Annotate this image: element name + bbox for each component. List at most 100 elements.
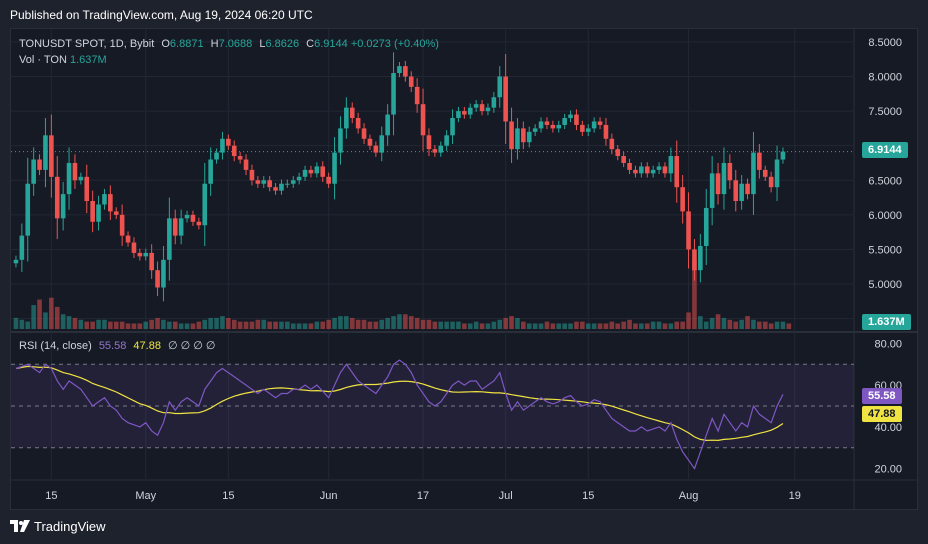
price-tick-label: 5.5000 bbox=[868, 244, 902, 256]
volume-bar bbox=[37, 299, 42, 329]
volume-bar bbox=[780, 321, 786, 329]
chart-canvas[interactable]: 8.50008.00007.50007.00006.50006.00005.50… bbox=[11, 29, 917, 509]
volume-bar bbox=[31, 305, 36, 329]
candle-body bbox=[167, 218, 172, 260]
volume-bar bbox=[143, 321, 149, 329]
candle-body bbox=[202, 183, 208, 226]
volume-bar bbox=[249, 321, 255, 329]
candle-body bbox=[780, 151, 786, 160]
change-value: +0.0273 (+0.40%) bbox=[350, 38, 439, 50]
candle-body bbox=[768, 176, 774, 188]
volume-bar bbox=[680, 321, 685, 329]
candle-body bbox=[491, 97, 497, 108]
volume-legend: Vol · TON 1.637M bbox=[19, 52, 107, 68]
volume-badge: 1.637M bbox=[862, 314, 911, 330]
rsi-pane[interactable] bbox=[11, 359, 854, 470]
volume-bar bbox=[119, 321, 125, 329]
candlesticks[interactable] bbox=[13, 52, 786, 302]
candle-body bbox=[585, 128, 591, 132]
candle-body bbox=[161, 259, 166, 288]
volume-bar bbox=[49, 297, 54, 329]
symbol-legend: TONUSDT SPOT, 1D, Bybit O6.8871 H7.0688 … bbox=[19, 36, 439, 52]
volume-bar bbox=[361, 319, 367, 329]
volume-bar bbox=[338, 316, 343, 329]
candle-body bbox=[379, 135, 385, 153]
candle-body bbox=[249, 169, 255, 181]
candle-body bbox=[261, 180, 267, 184]
candle-body bbox=[751, 152, 756, 195]
volume-bar bbox=[385, 317, 390, 329]
close-value: 6.9144 bbox=[314, 38, 348, 50]
candle-body bbox=[102, 194, 107, 205]
volume-bar bbox=[585, 323, 591, 329]
candle-body bbox=[762, 169, 768, 177]
candle-body bbox=[444, 135, 449, 146]
volume-bar bbox=[698, 316, 703, 329]
time-tick-label: Aug bbox=[679, 490, 699, 502]
time-tick-label: 19 bbox=[789, 490, 801, 502]
candle-body bbox=[231, 145, 237, 157]
volume-bar bbox=[137, 323, 143, 329]
volume-bar bbox=[397, 314, 402, 329]
volume-bar bbox=[462, 323, 467, 329]
candle-body bbox=[408, 76, 414, 87]
volume-bar bbox=[574, 321, 579, 329]
volume-bar bbox=[786, 323, 792, 329]
candle-body bbox=[591, 121, 597, 129]
candle-body bbox=[467, 107, 473, 115]
rsi-line bbox=[15, 359, 784, 470]
volume-bars bbox=[13, 259, 792, 329]
footer-brand[interactable]: TradingView bbox=[10, 516, 106, 536]
candle-body bbox=[19, 235, 25, 260]
candle-body bbox=[426, 135, 432, 150]
candle-body bbox=[639, 166, 644, 174]
candle-body bbox=[338, 128, 343, 153]
volume-bar bbox=[703, 321, 709, 329]
rsi-na-values: ∅ ∅ ∅ ∅ bbox=[168, 340, 216, 352]
volume-bar bbox=[450, 321, 455, 329]
candle-body bbox=[355, 118, 361, 129]
candle-body bbox=[220, 138, 225, 153]
volume-bar bbox=[526, 323, 532, 329]
candle-body bbox=[131, 242, 137, 253]
candle-body bbox=[721, 162, 727, 195]
candle-body bbox=[727, 162, 733, 181]
volume-bar bbox=[603, 323, 609, 329]
candle-body bbox=[532, 128, 538, 132]
volume-bar bbox=[161, 319, 166, 329]
candle-body bbox=[650, 169, 656, 174]
chart-frame[interactable]: 8.50008.00007.50007.00006.50006.00005.50… bbox=[10, 28, 918, 510]
rsi-label: RSI (14, close) bbox=[19, 340, 92, 352]
price-tick-label: 6.5000 bbox=[868, 175, 902, 187]
candle-body bbox=[521, 128, 526, 143]
volume-bar bbox=[320, 321, 326, 329]
volume-bar bbox=[314, 321, 320, 329]
candle-body bbox=[361, 128, 367, 139]
candle-body bbox=[438, 145, 444, 153]
last-price-badge: 6.9144 bbox=[862, 142, 908, 158]
volume-bar bbox=[96, 319, 101, 329]
volume-bar bbox=[715, 314, 721, 329]
candle-body bbox=[78, 176, 84, 181]
volume-bar bbox=[532, 323, 538, 329]
volume-bar bbox=[373, 321, 379, 329]
volume-bar bbox=[255, 319, 261, 329]
rsi-ma-line bbox=[15, 365, 784, 442]
candle-body bbox=[373, 145, 379, 153]
candle-body bbox=[603, 124, 609, 139]
volume-bar bbox=[155, 317, 160, 329]
candle-body bbox=[108, 194, 113, 212]
volume-bar bbox=[467, 323, 473, 329]
volume-bar bbox=[751, 319, 756, 329]
volume-bar bbox=[214, 317, 219, 329]
candle-body bbox=[25, 183, 31, 236]
volume-bar bbox=[739, 319, 744, 329]
candle-body bbox=[90, 201, 95, 222]
candle-body bbox=[344, 107, 349, 129]
volume-bar bbox=[355, 319, 361, 329]
time-tick-label: May bbox=[135, 490, 156, 502]
volume-bar bbox=[650, 321, 656, 329]
volume-bar bbox=[597, 323, 603, 329]
high-label: H bbox=[210, 38, 219, 50]
candle-body bbox=[296, 176, 302, 181]
